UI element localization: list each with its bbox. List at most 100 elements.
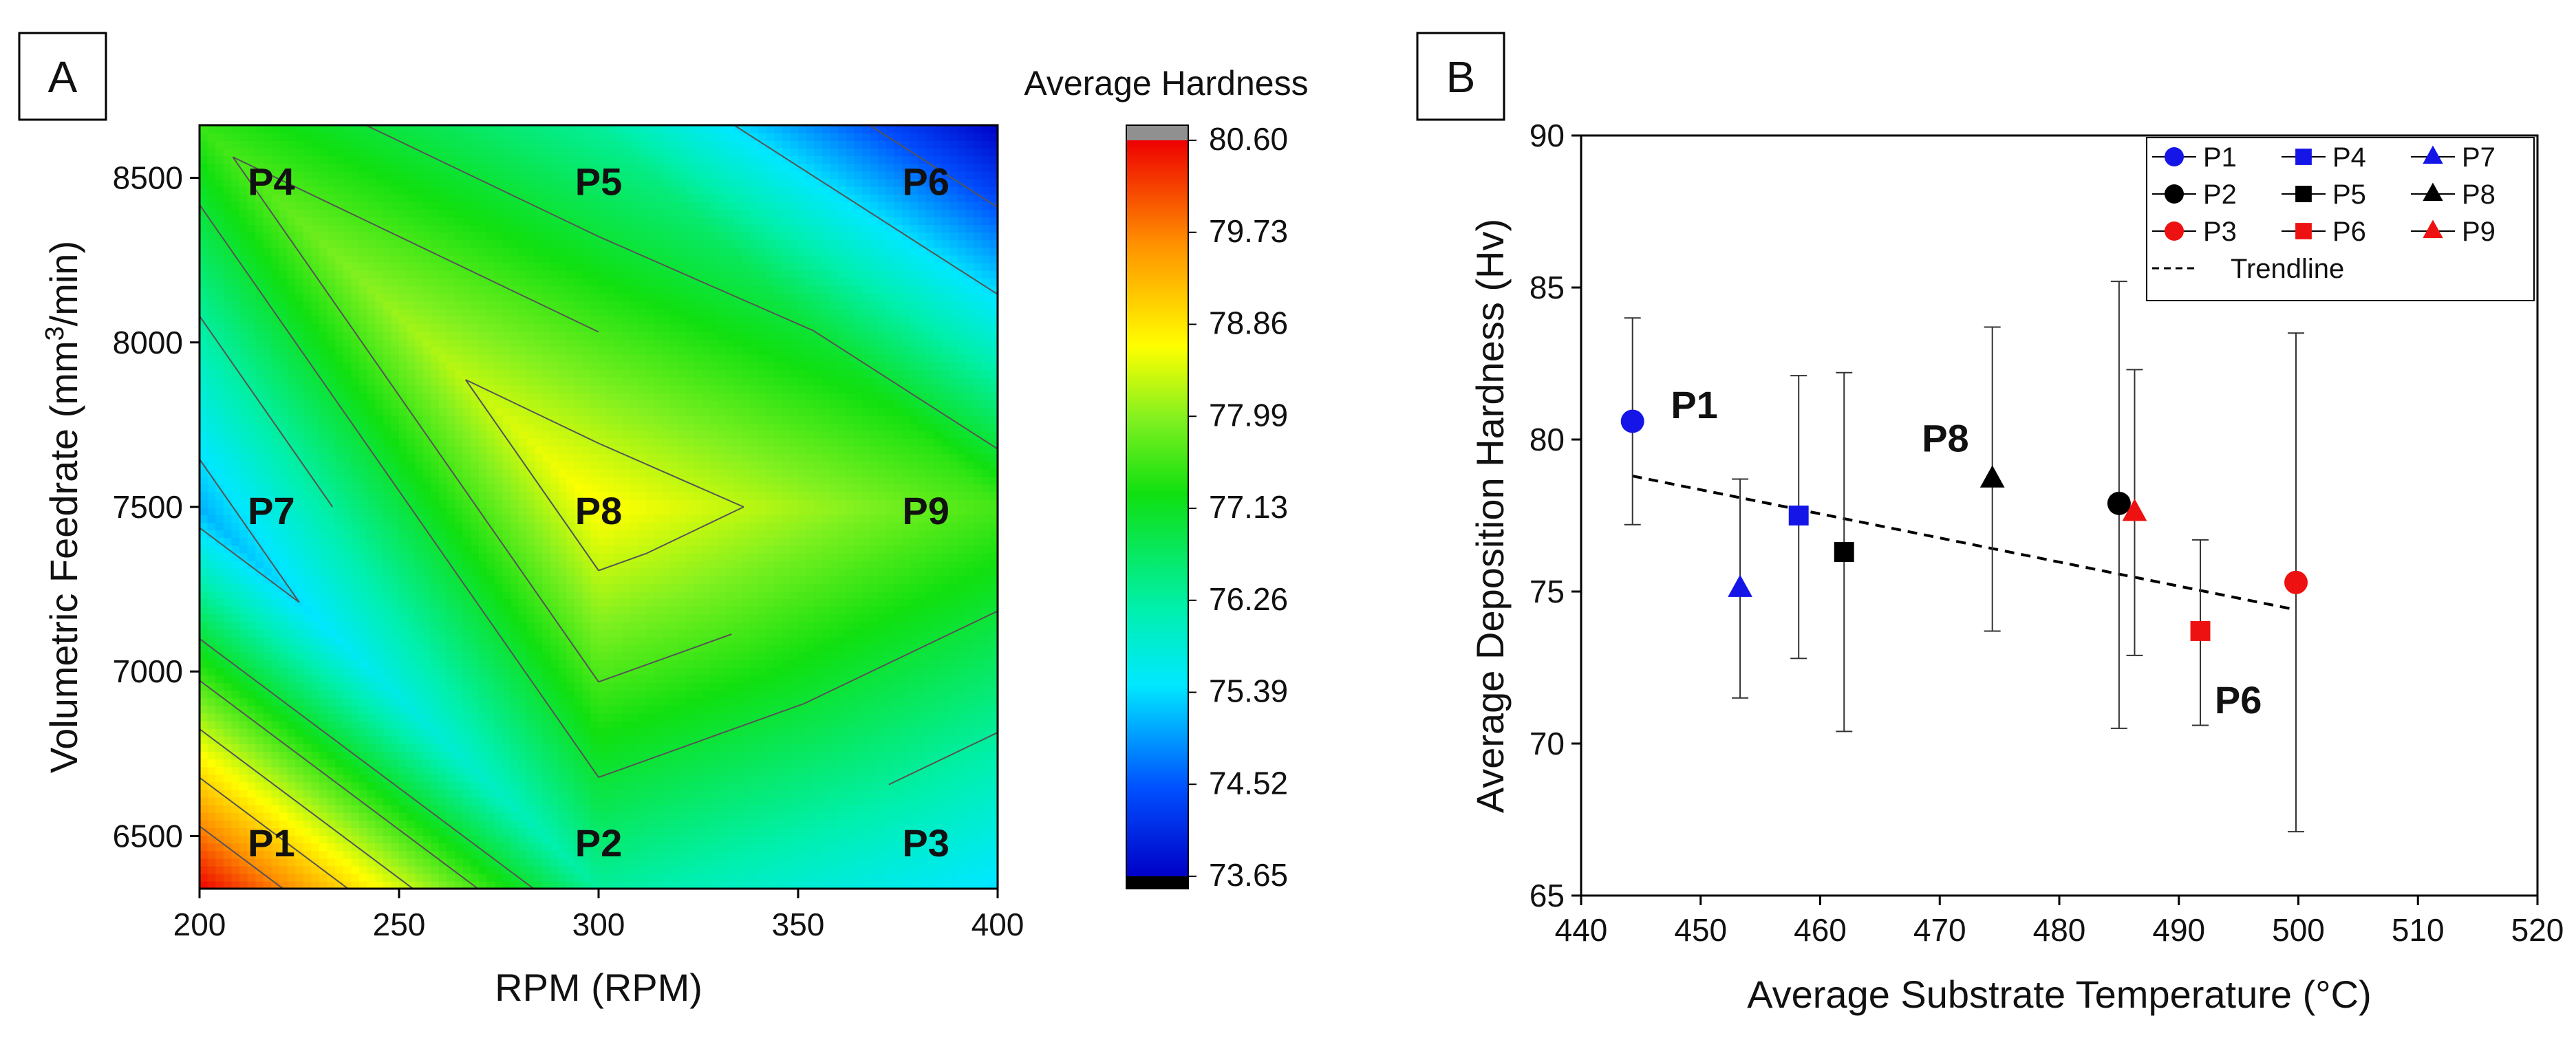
heatmap-cell bbox=[431, 125, 440, 133]
heatmap-cell bbox=[239, 415, 248, 424]
heatmap-cell bbox=[223, 193, 233, 202]
heatmap-cell bbox=[415, 163, 424, 172]
heatmap-cell bbox=[215, 774, 224, 783]
heatmap-cell bbox=[383, 377, 392, 386]
heatmap-cell bbox=[351, 133, 360, 141]
heatmap-cell bbox=[526, 209, 535, 217]
heatmap-cell bbox=[231, 362, 240, 370]
heatmap-cell bbox=[511, 774, 519, 783]
heatmap-cell bbox=[495, 438, 504, 446]
heatmap-cell bbox=[359, 843, 368, 852]
heatmap-cell bbox=[263, 209, 272, 217]
heatmap-cell bbox=[502, 751, 512, 760]
heatmap-cell bbox=[367, 239, 376, 248]
heatmap-cell bbox=[495, 629, 504, 638]
heatmap-cell bbox=[223, 484, 233, 492]
heatmap-cell bbox=[327, 415, 336, 424]
heatmap-cell bbox=[431, 766, 440, 775]
heatmap-cell bbox=[566, 827, 575, 836]
heatmap-cell bbox=[559, 537, 568, 546]
heatmap-cell bbox=[311, 774, 320, 783]
heatmap-cell bbox=[223, 499, 233, 508]
heatmap-cell bbox=[327, 820, 336, 828]
heatmap-cell bbox=[231, 820, 240, 828]
heatmap-cell bbox=[526, 461, 535, 470]
heatmap-cell bbox=[511, 270, 519, 279]
heatmap-cell bbox=[255, 323, 264, 332]
heatmap-cell bbox=[511, 651, 519, 660]
heatmap-cell bbox=[439, 598, 448, 607]
heatmap-cell bbox=[511, 820, 519, 828]
heatmap-cell bbox=[479, 384, 488, 393]
heatmap-cell bbox=[295, 567, 304, 576]
heatmap-cell bbox=[542, 422, 552, 431]
heatmap-cell bbox=[383, 323, 392, 332]
heatmap-cell bbox=[526, 133, 535, 141]
heatmap-cell bbox=[303, 270, 312, 279]
heatmap-cell bbox=[255, 148, 264, 157]
heatmap-cell bbox=[279, 125, 288, 133]
heatmap-cell bbox=[335, 438, 344, 446]
heatmap-cell bbox=[511, 422, 519, 431]
heatmap-cell bbox=[383, 217, 392, 226]
heatmap-cell bbox=[415, 797, 424, 805]
heatmap-cell bbox=[279, 660, 288, 668]
heatmap-cell bbox=[575, 140, 583, 149]
heatmap-cell bbox=[391, 362, 400, 370]
heatmap-cell bbox=[239, 484, 248, 492]
heatmap-cell bbox=[263, 621, 272, 630]
heatmap-cell bbox=[383, 690, 392, 699]
heatmap-cell bbox=[223, 660, 233, 668]
heatmap-cell bbox=[542, 453, 552, 462]
heatmap-cell bbox=[303, 567, 312, 576]
heatmap-cell bbox=[287, 835, 296, 844]
heatmap-cell bbox=[295, 155, 304, 164]
heatmap-cell bbox=[383, 774, 392, 783]
heatmap-cell bbox=[550, 362, 559, 370]
heatmap-cell bbox=[526, 575, 535, 584]
heatmap-cell bbox=[486, 621, 495, 630]
heatmap-cell bbox=[511, 338, 519, 347]
heatmap-cell bbox=[295, 705, 304, 714]
heatmap-cell bbox=[279, 567, 288, 576]
heatmap-cell bbox=[566, 384, 575, 393]
heatmap-cell bbox=[455, 362, 464, 370]
heatmap-cell bbox=[590, 644, 599, 653]
heatmap-cell bbox=[559, 774, 568, 783]
heatmap-cell bbox=[526, 644, 535, 653]
heatmap-cell bbox=[375, 125, 384, 133]
heatmap-cell bbox=[343, 369, 352, 378]
heatmap-cell bbox=[447, 598, 455, 607]
heatmap-cell bbox=[439, 713, 448, 722]
heatmap-cell bbox=[391, 651, 400, 660]
heatmap-cell bbox=[447, 781, 455, 790]
heatmap-cell bbox=[247, 262, 256, 271]
heatmap-cell bbox=[559, 193, 568, 202]
heatmap-cell bbox=[495, 744, 504, 752]
heatmap-cell bbox=[471, 621, 480, 630]
heatmap-cell bbox=[303, 736, 312, 744]
heatmap-cell bbox=[247, 163, 256, 172]
heatmap-cell bbox=[351, 155, 360, 164]
heatmap-cell bbox=[455, 522, 464, 531]
heatmap-cell bbox=[422, 186, 432, 195]
heatmap-cell bbox=[526, 629, 535, 638]
heatmap-cell bbox=[287, 858, 296, 867]
heatmap-cell bbox=[335, 446, 344, 455]
heatmap-cell bbox=[471, 186, 480, 195]
heatmap-cell bbox=[255, 377, 264, 386]
heatmap-cell bbox=[279, 438, 288, 446]
heatmap-cell bbox=[566, 422, 575, 431]
heatmap-cell bbox=[582, 224, 592, 233]
heatmap-cell bbox=[319, 278, 328, 286]
heatmap-cell bbox=[590, 629, 599, 638]
heatmap-cell bbox=[526, 820, 535, 828]
heatmap-cell bbox=[566, 530, 575, 539]
heatmap-cell bbox=[207, 736, 216, 744]
heatmap-cell bbox=[247, 392, 256, 401]
heatmap-cell bbox=[422, 759, 432, 768]
heatmap-cell bbox=[471, 560, 480, 569]
heatmap-cell bbox=[590, 202, 599, 210]
heatmap-cell bbox=[319, 247, 328, 256]
heatmap-cell bbox=[391, 193, 400, 202]
